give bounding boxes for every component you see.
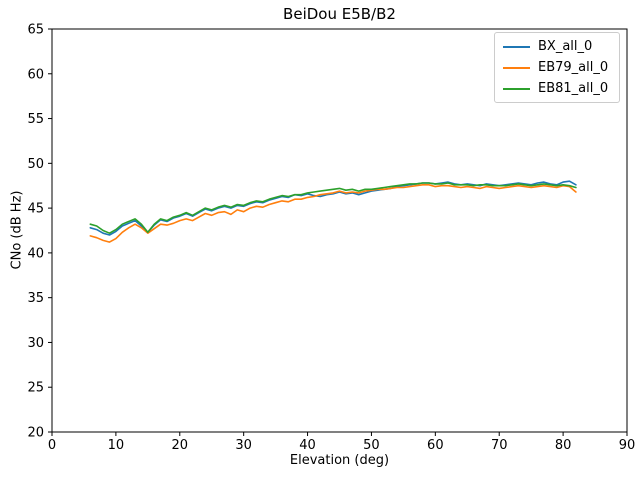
x-tick-label: 10	[108, 438, 125, 453]
y-tick-label: 55	[27, 112, 44, 127]
series-line-EB81_all_0	[89, 182, 577, 234]
legend-item: BX_all_0	[503, 39, 611, 54]
series-line-EB79_all_0	[89, 184, 577, 243]
y-tick-label: 30	[27, 336, 44, 351]
x-tick-label: 60	[427, 438, 444, 453]
y-tick-label: 40	[27, 246, 44, 261]
x-tick-label: 70	[491, 438, 508, 453]
legend-line-swatch	[503, 66, 530, 69]
x-tick-label: 0	[48, 438, 56, 453]
legend: BX_all_0 EB79_all_0 EB81_all_0	[494, 32, 620, 103]
x-axis-label: Elevation (deg)	[289, 453, 390, 468]
y-tick-label: 65	[27, 23, 44, 38]
x-tick-label: 20	[172, 438, 189, 453]
legend-line-swatch	[503, 87, 530, 90]
y-tick-label: 45	[27, 202, 44, 217]
legend-label: BX_all_0	[538, 39, 593, 54]
y-tick-label: 35	[27, 291, 44, 306]
x-tick-label: 80	[555, 438, 572, 453]
legend-label: EB79_all_0	[538, 60, 609, 75]
chart-title: BeiDou E5B/B2	[283, 5, 396, 23]
legend-item: EB81_all_0	[503, 81, 611, 96]
axes-box	[51, 28, 628, 433]
legend-label: EB81_all_0	[538, 81, 609, 96]
y-tick-label: 60	[27, 67, 44, 82]
y-tick-label: 20	[27, 426, 44, 441]
x-tick-label: 40	[299, 438, 316, 453]
x-tick-label: 30	[235, 438, 252, 453]
x-tick-label: 50	[363, 438, 380, 453]
legend-item: EB79_all_0	[503, 60, 611, 75]
legend-line-swatch	[503, 45, 530, 48]
y-tick-label: 50	[27, 157, 44, 172]
y-tick-label: 25	[27, 381, 44, 396]
x-tick-label: 90	[619, 438, 636, 453]
